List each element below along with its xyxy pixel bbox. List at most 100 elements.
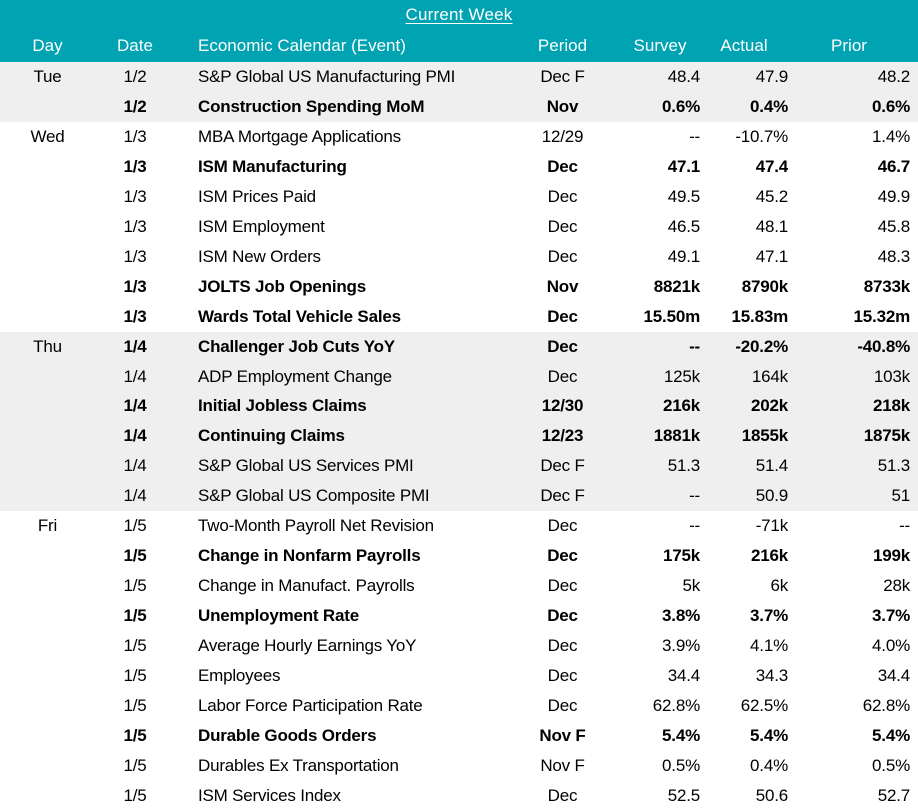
period-cell: Dec	[547, 546, 578, 566]
table-row: 1/3 ISM Prices Paid Dec 49.5 45.2 49.9	[0, 182, 918, 212]
actual-cell: 34.3	[755, 666, 788, 686]
prior-cell: 15.32m	[853, 306, 911, 326]
date-cell: 1/4	[123, 396, 147, 416]
prior-cell: --	[899, 516, 910, 536]
table-row: Wed 1/3 MBA Mortgage Applications 12/29 …	[0, 122, 918, 152]
prior-cell: 51	[891, 486, 910, 506]
table-row: Thu 1/4 Challenger Job Cuts YoY Dec -- -…	[0, 331, 918, 362]
table-row: 1/4 S&P Global US Services PMI Dec F 51.…	[0, 451, 918, 482]
prior-cell: 48.2	[877, 66, 910, 86]
date-cell: 1/5	[123, 516, 147, 536]
event-cell: Two-Month Payroll Net Revision	[198, 516, 434, 536]
period-cell: Dec	[547, 516, 578, 536]
survey-cell: 46.5	[667, 216, 700, 236]
event-cell: ISM Employment	[198, 216, 325, 236]
period-cell: Dec	[547, 606, 578, 626]
survey-cell: 34.4	[667, 666, 700, 686]
table-row: 1/4 ADP Employment Change Dec 125k 164k …	[0, 361, 918, 392]
date-cell: 1/3	[123, 246, 147, 266]
actual-cell: 50.9	[755, 486, 788, 506]
prior-cell: 8733k	[863, 276, 910, 296]
actual-cell: 1855k	[741, 426, 788, 446]
date-cell: 1/3	[123, 216, 147, 236]
period-cell: Nov	[546, 96, 579, 116]
column-header-day: Day	[32, 36, 63, 55]
survey-cell: 216k	[662, 396, 700, 416]
survey-cell: 62.8%	[652, 695, 700, 715]
day-cell: Fri	[37, 516, 58, 536]
event-cell: Challenger Job Cuts YoY	[198, 336, 395, 356]
event-cell: ISM Prices Paid	[198, 186, 316, 206]
actual-cell: 6k	[770, 576, 788, 596]
actual-cell: 47.9	[755, 66, 788, 86]
actual-cell: 202k	[750, 396, 788, 416]
actual-cell: 48.1	[755, 216, 788, 236]
survey-cell: --	[689, 336, 700, 356]
actual-cell: 216k	[750, 546, 788, 566]
event-cell: S&P Global US Composite PMI	[198, 486, 430, 506]
date-cell: 1/2	[123, 96, 147, 116]
event-cell: Initial Jobless Claims	[198, 396, 367, 416]
actual-cell: 164k	[751, 366, 788, 386]
column-header-period: Period	[537, 36, 588, 55]
period-cell: Nov F	[540, 755, 585, 775]
prior-cell: 51.3	[877, 456, 910, 476]
prior-cell: 28k	[883, 576, 910, 596]
survey-cell: --	[689, 126, 700, 146]
survey-cell: 5k	[682, 576, 700, 596]
page-title: Current Week	[405, 5, 513, 24]
survey-cell: 1881k	[653, 426, 700, 446]
actual-cell: 3.7%	[750, 606, 788, 626]
period-cell: 12/23	[541, 426, 584, 446]
period-cell: Dec	[547, 636, 578, 656]
prior-cell: 3.7%	[872, 606, 910, 626]
period-cell: Dec F	[540, 456, 585, 476]
table-row: 1/5 Employees Dec 34.4 34.3 34.4	[0, 661, 918, 691]
date-cell: 1/4	[123, 366, 147, 386]
prior-cell: 4.0%	[872, 636, 910, 656]
date-cell: 1/5	[123, 785, 147, 805]
table-row: 1/3 ISM Manufacturing Dec 47.1 47.4 46.7	[0, 152, 918, 182]
prior-cell: 48.3	[877, 246, 910, 266]
prior-cell: 199k	[872, 546, 910, 566]
table-row: Tue 1/2 S&P Global US Manufacturing PMI …	[0, 62, 918, 92]
date-cell: 1/5	[123, 546, 147, 566]
actual-cell: -20.2%	[735, 336, 788, 356]
period-cell: Dec	[547, 336, 578, 356]
event-cell: Change in Nonfarm Payrolls	[198, 546, 421, 566]
table-row: 1/3 JOLTS Job Openings Nov 8821k 8790k 8…	[0, 272, 918, 302]
period-cell: Dec	[547, 666, 578, 686]
actual-cell: 8790k	[741, 276, 788, 296]
column-header-actual: Actual	[720, 36, 768, 55]
prior-cell: 52.7	[877, 785, 910, 805]
day-cell: Tue	[33, 66, 62, 86]
actual-cell: 4.1%	[750, 636, 788, 656]
period-cell: Dec	[547, 246, 578, 266]
prior-cell: 1.4%	[872, 126, 910, 146]
actual-cell: -71k	[755, 516, 788, 536]
date-cell: 1/3	[123, 156, 147, 176]
period-cell: Dec	[547, 366, 578, 386]
prior-cell: 49.9	[877, 186, 910, 206]
actual-cell: 0.4%	[750, 755, 788, 775]
actual-cell: 50.6	[755, 785, 788, 805]
event-cell: Durable Goods Orders	[198, 725, 377, 745]
date-cell: 1/5	[123, 666, 147, 686]
actual-cell: 5.4%	[750, 725, 788, 745]
survey-cell: 3.9%	[662, 636, 700, 656]
event-cell: Labor Force Participation Rate	[198, 695, 423, 715]
prior-cell: 34.4	[877, 666, 910, 686]
survey-cell: 125k	[663, 366, 700, 386]
event-cell: ISM Services Index	[198, 785, 341, 805]
event-cell: ISM New Orders	[198, 246, 321, 266]
survey-cell: 47.1	[667, 156, 700, 176]
event-cell: S&P Global US Services PMI	[198, 456, 414, 476]
prior-cell: 1875k	[863, 426, 910, 446]
prior-cell: 46.7	[877, 156, 910, 176]
event-cell: ADP Employment Change	[198, 366, 392, 386]
survey-cell: 52.5	[667, 785, 700, 805]
event-cell: MBA Mortgage Applications	[198, 126, 401, 146]
column-header-event: Economic Calendar (Event)	[198, 36, 406, 55]
event-cell: Wards Total Vehicle Sales	[198, 306, 401, 326]
table-row: 1/4 Initial Jobless Claims 12/30 216k 20…	[0, 391, 918, 422]
